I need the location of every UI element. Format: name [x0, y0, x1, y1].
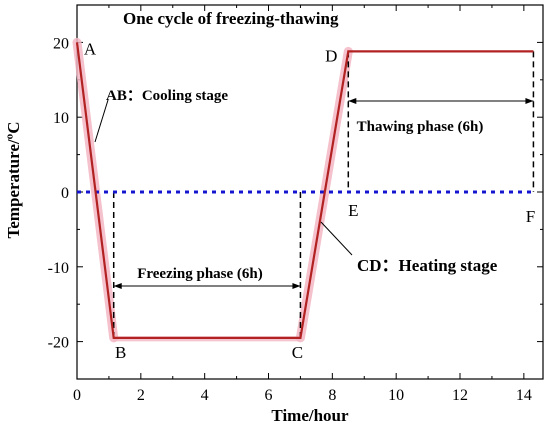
- tick-marks: [76, 4, 543, 380]
- x-tick-label: 10: [388, 387, 404, 404]
- tick-labels: 0 2 4 6 8 10 12 14 -20 -10 0 10 20: [48, 35, 532, 404]
- x-tick-label: 14: [516, 387, 532, 404]
- thawing-phase-label: Thawing phase (6h): [357, 119, 484, 135]
- y-tick-label: 20: [53, 35, 69, 52]
- heating-pointer: [320, 221, 353, 256]
- freezing-phase-arrow-head-right: [292, 283, 301, 289]
- x-tick-label: 8: [328, 387, 336, 404]
- y-tick-label: 10: [53, 110, 69, 127]
- x-axis-title: Time/hour: [271, 406, 349, 425]
- temperature-series-line: [75, 42, 534, 339]
- y-axis-title: Temperature/ºC: [4, 121, 23, 238]
- point-label-f: F: [526, 207, 535, 226]
- phase-guide-lines: [112, 51, 535, 338]
- y-tick-label: -10: [48, 260, 69, 277]
- thawing-phase-arrow-head-left: [348, 98, 357, 104]
- point-label-b: B: [115, 343, 126, 362]
- point-label-a: A: [84, 39, 97, 58]
- chart-title: One cycle of freezing-thawing: [123, 9, 339, 28]
- phase-arrows: [113, 98, 534, 289]
- freezing-phase-label: Freezing phase (6h): [137, 266, 263, 282]
- x-tick-label: 12: [452, 387, 468, 404]
- point-label-d: D: [325, 46, 337, 65]
- x-tick-label: 2: [137, 387, 145, 404]
- heating-stage-label: CD：Heating stage: [357, 256, 498, 275]
- y-tick-label: 0: [61, 185, 69, 202]
- cooling-stage-label: AB：Cooling stage: [106, 88, 228, 104]
- series-group: [75, 42, 534, 339]
- freezing-phase-arrow-head-left: [113, 283, 122, 289]
- thawing-phase-arrow-head-right: [525, 98, 534, 104]
- cooling-pointer: [94, 99, 109, 143]
- point-labels: A B C D E F: [84, 39, 535, 361]
- x-tick-label: 0: [73, 387, 81, 404]
- x-tick-label: 6: [265, 387, 273, 404]
- x-tick-label: 4: [201, 387, 209, 404]
- point-label-c: C: [292, 343, 303, 362]
- point-label-e: E: [348, 201, 358, 220]
- y-tick-label: -20: [48, 335, 69, 352]
